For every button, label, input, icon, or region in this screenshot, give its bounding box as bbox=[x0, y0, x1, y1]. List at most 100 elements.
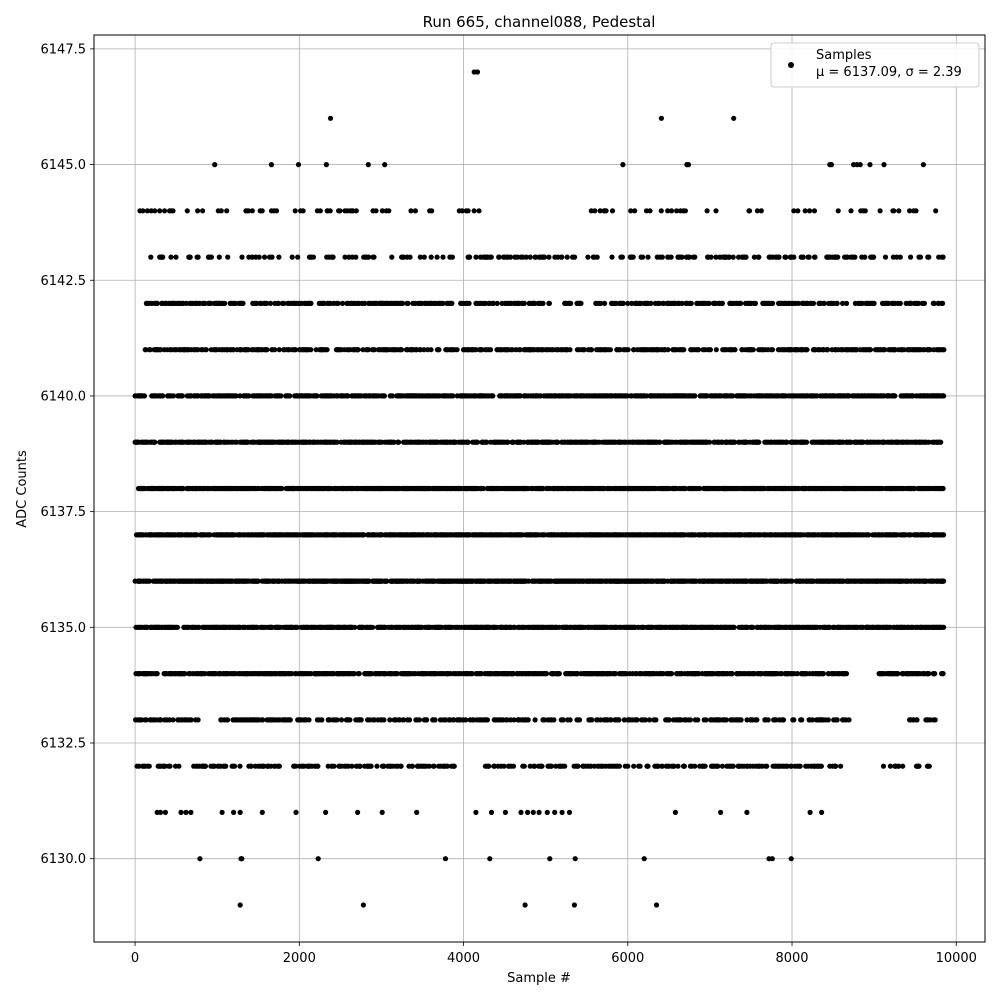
data-point bbox=[381, 763, 387, 769]
data-point bbox=[764, 763, 770, 769]
data-point bbox=[576, 717, 583, 723]
data-point bbox=[646, 717, 653, 723]
data-point bbox=[765, 717, 771, 723]
data-point bbox=[729, 671, 735, 677]
data-point bbox=[608, 717, 614, 723]
data-point bbox=[797, 763, 803, 769]
data-point bbox=[331, 763, 337, 769]
data-point bbox=[394, 671, 400, 677]
data-point bbox=[521, 763, 527, 769]
data-point bbox=[825, 717, 831, 723]
data-point bbox=[469, 671, 475, 677]
data-point bbox=[642, 717, 649, 723]
data-point bbox=[940, 671, 946, 677]
data-point bbox=[368, 763, 374, 769]
data-point bbox=[703, 717, 709, 723]
data-point bbox=[589, 717, 595, 723]
data-point bbox=[940, 485, 946, 492]
data-point bbox=[754, 717, 760, 723]
data-point bbox=[846, 717, 852, 723]
data-point bbox=[896, 763, 902, 769]
data-point bbox=[223, 763, 229, 769]
data-point bbox=[715, 763, 721, 769]
data-point bbox=[681, 763, 688, 769]
data-point bbox=[941, 532, 947, 538]
data-point bbox=[202, 763, 209, 769]
data-point bbox=[510, 763, 517, 769]
data-point bbox=[833, 763, 839, 769]
data-point bbox=[237, 763, 243, 769]
data-point bbox=[426, 763, 432, 769]
data-point bbox=[511, 717, 517, 723]
data-point bbox=[723, 717, 729, 723]
data-point bbox=[692, 763, 698, 769]
data-point bbox=[182, 671, 188, 677]
data-point bbox=[174, 624, 180, 630]
data-point bbox=[374, 763, 380, 769]
data-point bbox=[338, 717, 345, 723]
data-point bbox=[731, 624, 737, 630]
data-point bbox=[562, 763, 568, 769]
data-point bbox=[791, 717, 797, 723]
data-point bbox=[486, 763, 492, 769]
data-point bbox=[260, 717, 266, 723]
data-point bbox=[675, 763, 681, 769]
data-point bbox=[409, 763, 416, 769]
data-point bbox=[838, 763, 844, 769]
data-point bbox=[932, 717, 938, 723]
data-point bbox=[687, 717, 694, 723]
data-point bbox=[914, 717, 920, 723]
data-points bbox=[132, 69, 947, 908]
data-point bbox=[548, 763, 555, 769]
data-point bbox=[780, 717, 787, 723]
data-point bbox=[612, 671, 619, 677]
data-point bbox=[306, 717, 312, 723]
data-point bbox=[818, 763, 825, 769]
data-point bbox=[730, 763, 736, 769]
data-point bbox=[637, 763, 643, 769]
data-point bbox=[556, 671, 562, 677]
data-point bbox=[293, 763, 299, 769]
data-point bbox=[543, 671, 550, 677]
data-point bbox=[653, 717, 659, 723]
data-point bbox=[463, 717, 469, 723]
data-point bbox=[319, 717, 325, 723]
data-point bbox=[188, 717, 194, 723]
data-point bbox=[315, 763, 321, 769]
data-point bbox=[401, 717, 407, 723]
data-point bbox=[416, 717, 422, 723]
data-point bbox=[551, 717, 557, 723]
data-point bbox=[431, 763, 437, 769]
data-point bbox=[176, 763, 182, 769]
data-point bbox=[484, 717, 490, 723]
data-point bbox=[941, 578, 947, 584]
data-point bbox=[387, 717, 393, 723]
data-point bbox=[347, 717, 353, 723]
data-point bbox=[334, 717, 340, 723]
data-point bbox=[152, 439, 158, 445]
data-point bbox=[932, 671, 938, 677]
data-point bbox=[381, 717, 387, 723]
data-point bbox=[195, 717, 201, 723]
data-point bbox=[225, 717, 231, 723]
data-point bbox=[358, 717, 364, 723]
data-point bbox=[634, 717, 640, 723]
data-point bbox=[525, 717, 531, 723]
data-point bbox=[631, 763, 637, 769]
data-point bbox=[567, 717, 573, 723]
data-point bbox=[669, 671, 675, 677]
data-point bbox=[287, 717, 293, 723]
data-point bbox=[659, 763, 665, 769]
data-point bbox=[276, 763, 282, 769]
data-point bbox=[451, 763, 457, 769]
data-point bbox=[834, 717, 840, 723]
data-point bbox=[370, 624, 376, 630]
data-point bbox=[799, 717, 805, 723]
data-point bbox=[532, 717, 538, 723]
data-point bbox=[625, 763, 631, 769]
data-point bbox=[695, 717, 701, 723]
data-point bbox=[702, 763, 708, 769]
data-point bbox=[645, 763, 651, 769]
data-point bbox=[880, 763, 887, 769]
data-point bbox=[424, 717, 430, 723]
